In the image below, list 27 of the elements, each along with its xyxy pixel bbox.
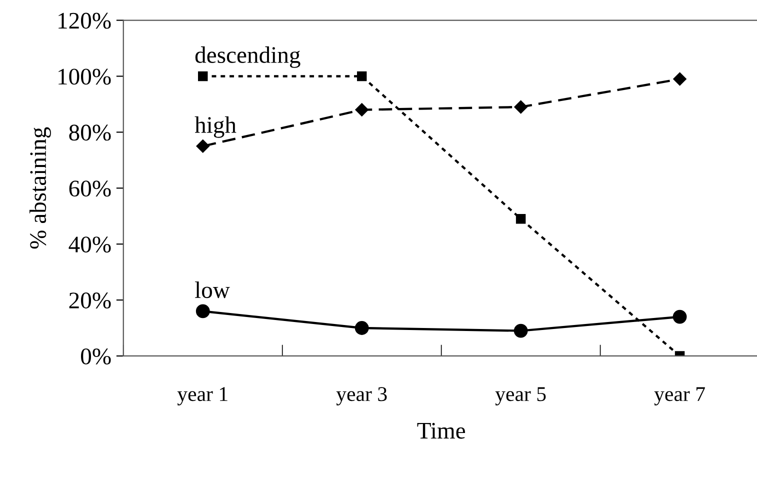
series-label: low: [195, 281, 230, 298]
y-tick-label: 0%: [81, 348, 111, 364]
y-tick-label: 80%: [69, 124, 111, 141]
point: [516, 214, 526, 224]
point: [196, 140, 210, 153]
x-tick-label: year 3: [336, 387, 387, 406]
y-axis-title: % abstaining: [29, 127, 51, 249]
point: [196, 304, 210, 318]
point: [355, 103, 368, 116]
point: [514, 324, 528, 338]
x-axis-title: Time: [417, 422, 466, 439]
point: [672, 310, 687, 324]
point: [198, 71, 208, 82]
y-tick-label: 40%: [68, 236, 111, 253]
y-tick-label: 20%: [69, 292, 111, 309]
x-tick-label: year 7: [654, 387, 705, 406]
x-tick-label: year 1: [177, 387, 228, 406]
y-tick-label: 120%: [58, 12, 111, 29]
point: [514, 100, 528, 114]
series-label: descending: [195, 46, 300, 68]
series-label: high: [194, 116, 236, 138]
y-tick-label: 60%: [69, 180, 111, 197]
point: [356, 71, 367, 82]
x-tick-label: year 5: [495, 387, 546, 406]
y-tick-label: 100%: [58, 68, 111, 85]
point: [354, 321, 369, 335]
point: [673, 72, 686, 86]
